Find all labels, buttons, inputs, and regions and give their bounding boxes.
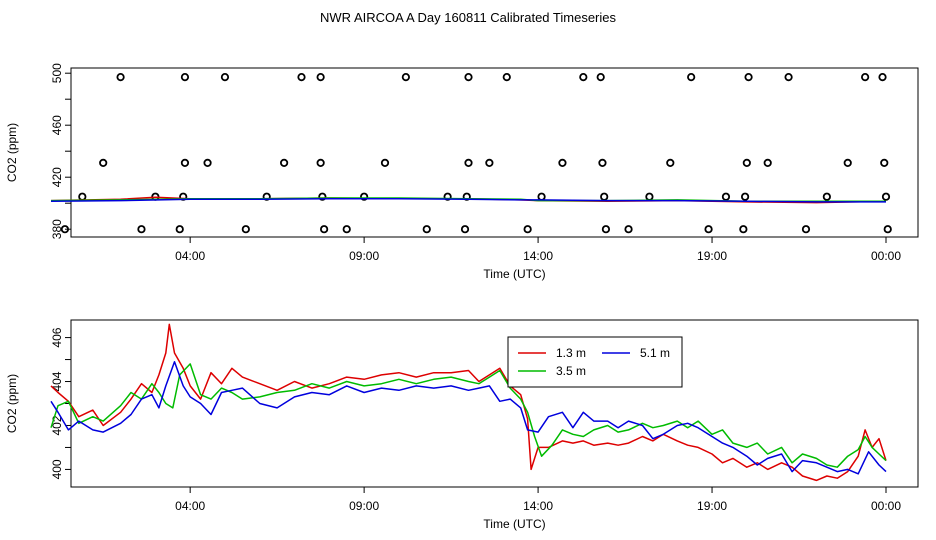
- reference-point: [645, 192, 654, 201]
- reference-point: [624, 225, 633, 234]
- legend-label: 5.1 m: [640, 346, 670, 360]
- y-tick-label: 400: [50, 459, 64, 479]
- y-tick-label: 404: [50, 371, 64, 391]
- top-panel: 04:00 09:00 14:00 19:00 00:00 Time (UTC) 380 42…: [5, 63, 919, 281]
- y-tick-label: 500: [50, 63, 64, 83]
- reference-point: [742, 158, 751, 167]
- reference-point: [241, 225, 250, 234]
- reference-point: [601, 225, 611, 234]
- plot-frame: [70, 67, 919, 238]
- reference-point: [78, 192, 87, 201]
- reference-point: [342, 225, 351, 234]
- reference-point: [464, 158, 473, 167]
- reference-point: [881, 192, 891, 201]
- y-tick-label: 420: [50, 167, 64, 187]
- bottom-panel: 04:00 09:00 14:00 19:00 00:00 Time (UTC) 400 40…: [5, 319, 919, 531]
- reference-point: [116, 73, 125, 82]
- x-tick-label: 04:00: [175, 499, 205, 513]
- y-tick-label: 460: [50, 115, 64, 135]
- reference-point: [822, 192, 831, 201]
- reference-point: [180, 158, 190, 167]
- x-tick-label: 09:00: [349, 249, 379, 263]
- reference-point: [600, 192, 609, 201]
- legend: 1.3 m 3.5 m 5.1 m: [507, 336, 683, 388]
- reference-point: [320, 225, 329, 234]
- x-tick-label: 09:00: [349, 499, 379, 513]
- reference-point: [460, 225, 470, 234]
- reference-point: [175, 225, 184, 234]
- reference-point: [763, 158, 772, 167]
- x-tick-label: 00:00: [871, 249, 901, 263]
- reference-point: [180, 73, 190, 82]
- x-tick-label: 00:00: [871, 499, 901, 513]
- reference-point: [280, 158, 289, 167]
- chart-title: NWR AIRCOA A Day 160811 Calibrated Times…: [320, 10, 616, 25]
- reference-point: [784, 73, 793, 82]
- reference-point: [801, 225, 811, 234]
- reference-point: [861, 73, 870, 82]
- reference-point: [558, 158, 567, 167]
- reference-point: [485, 158, 494, 167]
- reference-point: [401, 73, 410, 82]
- series-line-1-3-m: [50, 323, 887, 482]
- reference-point: [99, 158, 108, 167]
- reference-point: [537, 192, 546, 201]
- reference-point: [60, 225, 70, 234]
- y-tick-label: 380: [50, 219, 64, 239]
- x-axis-label: Time (UTC): [483, 267, 545, 281]
- reference-point: [721, 192, 731, 201]
- reference-point: [220, 73, 230, 82]
- reference-point: [883, 225, 892, 234]
- reference-point: [598, 158, 607, 167]
- x-tick-label: 04:00: [175, 249, 205, 263]
- reference-point: [687, 73, 696, 82]
- series-line-5-1-m: [50, 361, 887, 475]
- legend-box: [507, 336, 683, 388]
- y-tick-label: 406: [50, 327, 64, 347]
- x-tick-label: 19:00: [697, 249, 727, 263]
- reference-point: [739, 225, 748, 234]
- reference-point: [203, 158, 212, 167]
- reference-point: [443, 192, 452, 201]
- reference-point: [137, 225, 146, 234]
- reference-point: [380, 158, 390, 167]
- x-tick-label: 19:00: [697, 499, 727, 513]
- reference-point: [740, 192, 750, 201]
- x-tick-label: 14:00: [523, 249, 553, 263]
- series-line-3-5-m: [50, 363, 887, 468]
- legend-label: 1.3 m: [556, 346, 586, 360]
- reference-point: [502, 73, 511, 82]
- x-tick-label: 14:00: [523, 499, 553, 513]
- reference-point: [316, 73, 325, 82]
- reference-point: [880, 158, 889, 167]
- reference-point: [318, 192, 327, 201]
- reference-point: [596, 73, 605, 82]
- reference-point: [666, 158, 675, 167]
- legend-label: 3.5 m: [556, 364, 586, 378]
- reference-point: [422, 225, 431, 234]
- reference-point: [704, 225, 713, 234]
- reference-point: [464, 73, 473, 82]
- series-line-5-1-m: [50, 197, 886, 203]
- reference-point: [523, 225, 532, 234]
- reference-point: [360, 192, 369, 201]
- reference-point: [579, 73, 588, 82]
- reference-point: [744, 73, 753, 82]
- x-axis-label: Time (UTC): [483, 517, 545, 531]
- reference-point: [316, 158, 325, 167]
- y-axis-label: CO2 (ppm): [5, 374, 19, 433]
- reference-point: [297, 73, 306, 82]
- reference-point: [843, 158, 852, 167]
- y-axis-label: CO2 (ppm): [5, 123, 19, 182]
- reference-point: [878, 73, 887, 82]
